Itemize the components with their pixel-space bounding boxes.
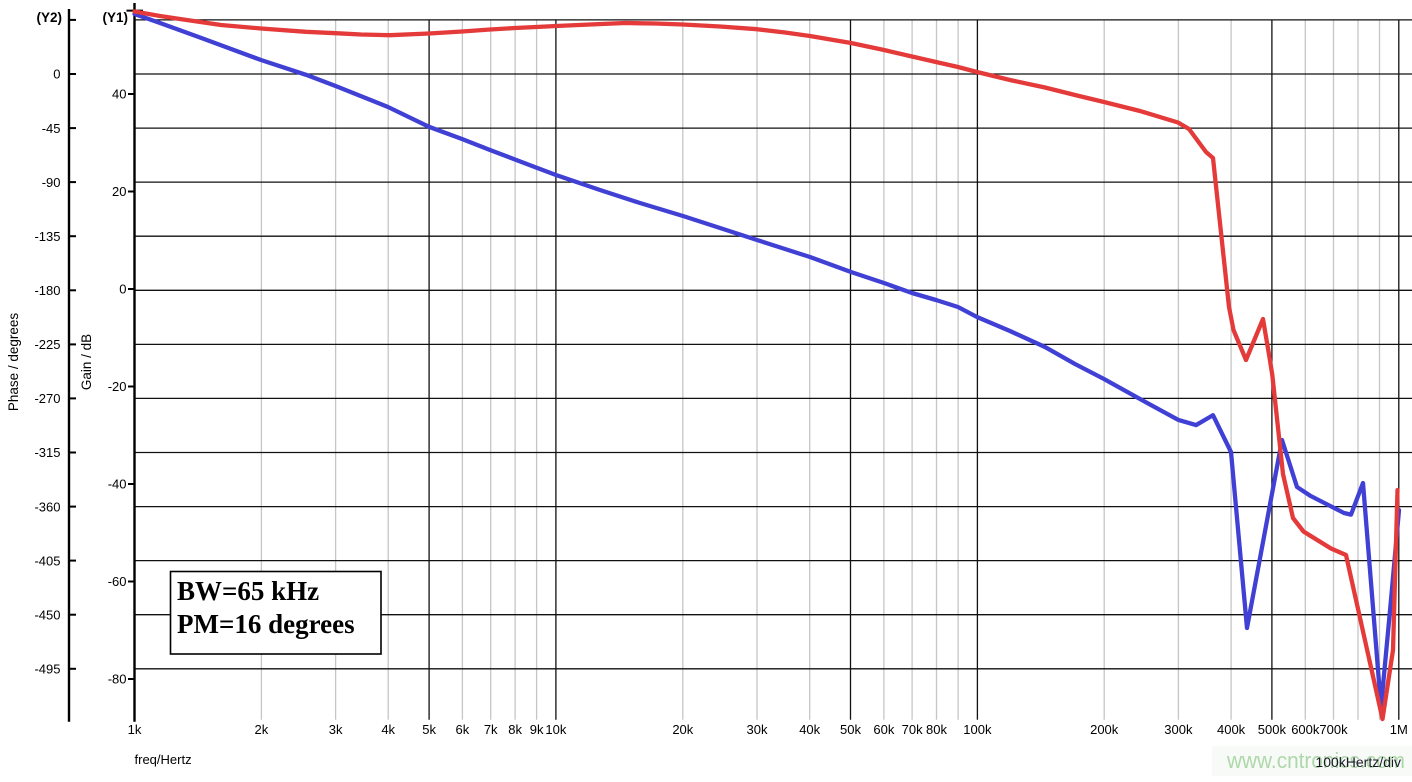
svg-text:-60: -60 (108, 574, 127, 589)
svg-text:70k: 70k (902, 722, 923, 737)
svg-text:PM=16 degrees: PM=16 degrees (177, 609, 355, 639)
svg-text:4k: 4k (381, 722, 395, 737)
svg-text:20k: 20k (672, 722, 693, 737)
svg-text:200k: 200k (1090, 722, 1119, 737)
svg-text:-45: -45 (42, 121, 61, 136)
svg-text:3k: 3k (329, 722, 343, 737)
svg-text:300k: 300k (1164, 722, 1193, 737)
svg-text:0: 0 (119, 282, 126, 297)
svg-text:-180: -180 (34, 283, 60, 298)
svg-text:Gain / dB: Gain / dB (79, 334, 94, 390)
svg-text:-360: -360 (34, 499, 60, 514)
svg-text:7k: 7k (484, 722, 498, 737)
svg-text:2k: 2k (255, 722, 269, 737)
svg-text:-405: -405 (34, 553, 60, 568)
svg-text:30k: 30k (747, 722, 768, 737)
svg-text:50k: 50k (840, 722, 861, 737)
svg-text:-80: -80 (108, 672, 127, 687)
svg-text:500k: 500k (1258, 722, 1287, 737)
svg-text:0: 0 (53, 67, 60, 82)
svg-text:700k: 700k (1319, 722, 1348, 737)
svg-text:400k: 400k (1217, 722, 1246, 737)
svg-text:-495: -495 (34, 662, 60, 677)
svg-text:5k: 5k (422, 722, 436, 737)
svg-text:100k: 100k (963, 722, 992, 737)
svg-text:100kHertz/div: 100kHertz/div (1315, 754, 1401, 770)
svg-text:20: 20 (112, 184, 126, 199)
svg-text:-90: -90 (42, 175, 61, 190)
svg-text:80k: 80k (926, 722, 947, 737)
svg-text:www.cntronics.com: www.cntronics.com (1226, 748, 1405, 773)
svg-text:10k: 10k (545, 722, 566, 737)
svg-text:6k: 6k (456, 722, 470, 737)
svg-text:freq/Hertz: freq/Hertz (135, 752, 192, 767)
svg-text:1M: 1M (1390, 722, 1408, 737)
svg-text:1k: 1k (128, 722, 142, 737)
svg-text:-270: -270 (34, 391, 60, 406)
svg-text:40: 40 (112, 87, 126, 102)
svg-text:Phase / degrees: Phase / degrees (6, 313, 21, 412)
svg-text:9k: 9k (530, 722, 544, 737)
svg-text:-20: -20 (108, 379, 127, 394)
svg-text:-450: -450 (34, 607, 60, 622)
svg-text:40k: 40k (799, 722, 820, 737)
svg-text:BW=65 kHz: BW=65 kHz (177, 576, 319, 606)
svg-text:600k: 600k (1291, 722, 1320, 737)
svg-text:(Y1): (Y1) (102, 10, 128, 25)
svg-text:60k: 60k (873, 722, 894, 737)
svg-text:-135: -135 (34, 229, 60, 244)
svg-text:(Y2): (Y2) (36, 10, 62, 25)
svg-text:-225: -225 (34, 337, 60, 352)
svg-text:-40: -40 (108, 477, 127, 492)
svg-text:8k: 8k (508, 722, 522, 737)
svg-text:-315: -315 (34, 445, 60, 460)
